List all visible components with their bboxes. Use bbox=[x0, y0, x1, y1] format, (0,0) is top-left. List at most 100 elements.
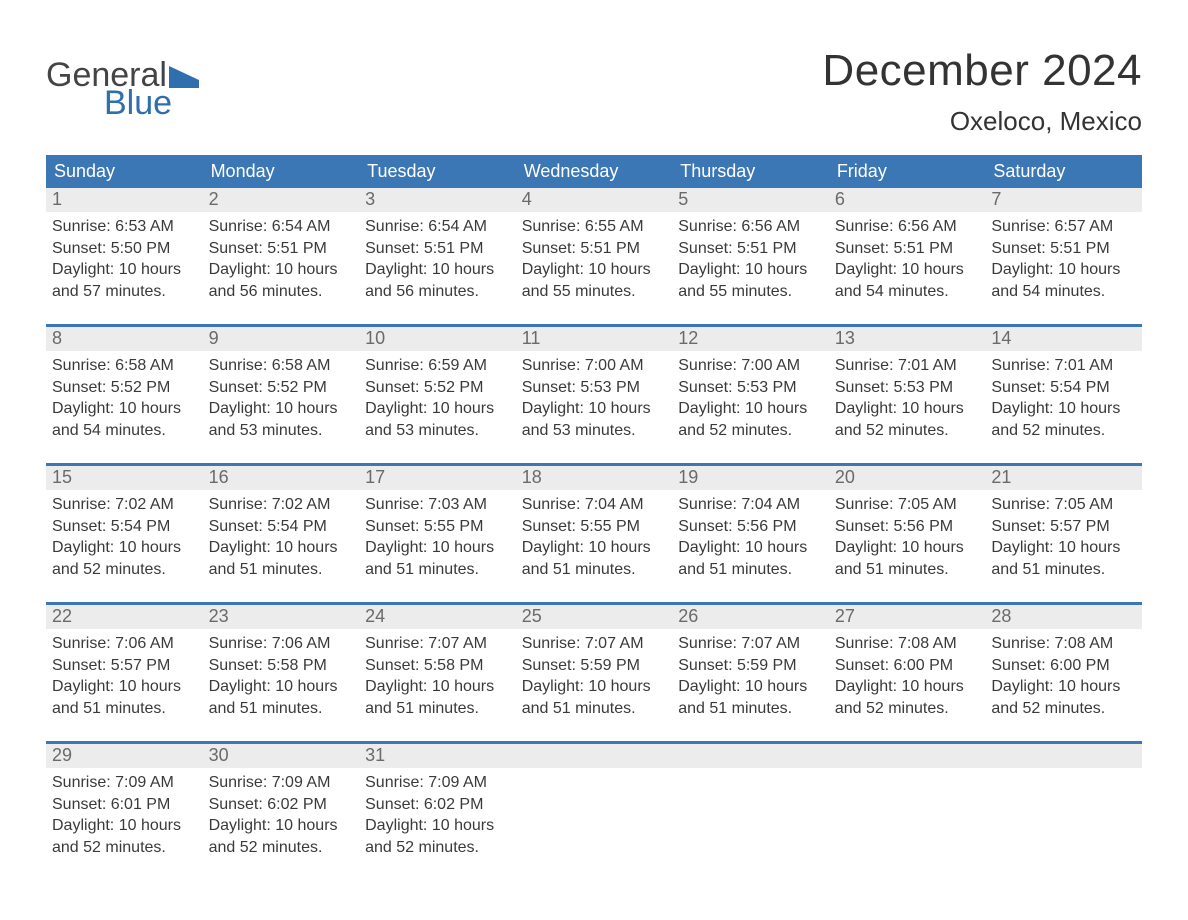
daylight-text-line1: Daylight: 10 hours bbox=[52, 815, 197, 837]
daylight-text-line1: Daylight: 10 hours bbox=[209, 676, 354, 698]
day-number-cell: 14 bbox=[985, 327, 1142, 351]
daylight-text-line2: and 52 minutes. bbox=[991, 698, 1136, 720]
sunrise-text: Sunrise: 6:59 AM bbox=[365, 355, 510, 377]
calendar-body: 1234567Sunrise: 6:53 AMSunset: 5:50 PMDa… bbox=[46, 188, 1142, 880]
day-content-cell bbox=[829, 768, 986, 880]
day-content-row: Sunrise: 6:53 AMSunset: 5:50 PMDaylight:… bbox=[46, 212, 1142, 324]
daylight-text-line1: Daylight: 10 hours bbox=[365, 537, 510, 559]
weekday-header: Tuesday bbox=[359, 155, 516, 188]
sunrise-text: Sunrise: 7:09 AM bbox=[209, 772, 354, 794]
day-number-cell: 15 bbox=[46, 466, 203, 490]
day-content-cell: Sunrise: 7:03 AMSunset: 5:55 PMDaylight:… bbox=[359, 490, 516, 602]
day-number-cell: 10 bbox=[359, 327, 516, 351]
weekday-header-row: Sunday Monday Tuesday Wednesday Thursday… bbox=[46, 155, 1142, 188]
day-number-cell: 25 bbox=[516, 605, 673, 629]
sunset-text: Sunset: 6:01 PM bbox=[52, 794, 197, 816]
daylight-text-line1: Daylight: 10 hours bbox=[209, 537, 354, 559]
day-number-cell: 20 bbox=[829, 466, 986, 490]
daylight-text-line1: Daylight: 10 hours bbox=[678, 398, 823, 420]
daylight-text-line1: Daylight: 10 hours bbox=[522, 398, 667, 420]
sunrise-text: Sunrise: 7:01 AM bbox=[835, 355, 980, 377]
daylight-text-line2: and 54 minutes. bbox=[991, 281, 1136, 303]
weekday-header: Saturday bbox=[985, 155, 1142, 188]
day-number-cell: 21 bbox=[985, 466, 1142, 490]
sunset-text: Sunset: 5:53 PM bbox=[522, 377, 667, 399]
day-number-row: 15161718192021 bbox=[46, 466, 1142, 490]
sunrise-text: Sunrise: 6:53 AM bbox=[52, 216, 197, 238]
daylight-text-line2: and 51 minutes. bbox=[678, 698, 823, 720]
daylight-text-line2: and 52 minutes. bbox=[209, 837, 354, 859]
day-content-cell: Sunrise: 7:07 AMSunset: 5:59 PMDaylight:… bbox=[516, 629, 673, 741]
daylight-text-line2: and 51 minutes. bbox=[52, 698, 197, 720]
day-content-cell: Sunrise: 7:08 AMSunset: 6:00 PMDaylight:… bbox=[985, 629, 1142, 741]
day-number-cell: 26 bbox=[672, 605, 829, 629]
day-content-cell: Sunrise: 7:07 AMSunset: 5:59 PMDaylight:… bbox=[672, 629, 829, 741]
sunset-text: Sunset: 6:02 PM bbox=[209, 794, 354, 816]
day-content-cell: Sunrise: 7:09 AMSunset: 6:01 PMDaylight:… bbox=[46, 768, 203, 880]
day-number-cell: 17 bbox=[359, 466, 516, 490]
sunset-text: Sunset: 5:51 PM bbox=[209, 238, 354, 260]
day-content-cell: Sunrise: 6:59 AMSunset: 5:52 PMDaylight:… bbox=[359, 351, 516, 463]
sunset-text: Sunset: 5:57 PM bbox=[991, 516, 1136, 538]
day-content-cell: Sunrise: 6:56 AMSunset: 5:51 PMDaylight:… bbox=[829, 212, 986, 324]
day-content-cell: Sunrise: 6:56 AMSunset: 5:51 PMDaylight:… bbox=[672, 212, 829, 324]
day-content-cell: Sunrise: 6:54 AMSunset: 5:51 PMDaylight:… bbox=[203, 212, 360, 324]
day-number-cell: 29 bbox=[46, 744, 203, 768]
daylight-text-line2: and 52 minutes. bbox=[991, 420, 1136, 442]
month-title: December 2024 bbox=[822, 46, 1142, 96]
daylight-text-line2: and 51 minutes. bbox=[991, 559, 1136, 581]
daylight-text-line2: and 57 minutes. bbox=[52, 281, 197, 303]
daylight-text-line1: Daylight: 10 hours bbox=[522, 676, 667, 698]
sunrise-text: Sunrise: 7:08 AM bbox=[991, 633, 1136, 655]
sunset-text: Sunset: 5:50 PM bbox=[52, 238, 197, 260]
day-content-row: Sunrise: 7:09 AMSunset: 6:01 PMDaylight:… bbox=[46, 768, 1142, 880]
day-content-cell: Sunrise: 7:09 AMSunset: 6:02 PMDaylight:… bbox=[359, 768, 516, 880]
day-content-cell: Sunrise: 7:04 AMSunset: 5:55 PMDaylight:… bbox=[516, 490, 673, 602]
daylight-text-line1: Daylight: 10 hours bbox=[365, 815, 510, 837]
daylight-text-line2: and 54 minutes. bbox=[835, 281, 980, 303]
sunrise-text: Sunrise: 7:07 AM bbox=[678, 633, 823, 655]
daylight-text-line1: Daylight: 10 hours bbox=[991, 398, 1136, 420]
weekday-header: Friday bbox=[829, 155, 986, 188]
sunset-text: Sunset: 5:54 PM bbox=[991, 377, 1136, 399]
day-number-cell: 11 bbox=[516, 327, 673, 351]
daylight-text-line2: and 52 minutes. bbox=[365, 837, 510, 859]
day-number-cell bbox=[829, 744, 986, 768]
day-content-cell bbox=[985, 768, 1142, 880]
sunset-text: Sunset: 5:51 PM bbox=[522, 238, 667, 260]
sunrise-text: Sunrise: 7:05 AM bbox=[835, 494, 980, 516]
sunrise-text: Sunrise: 7:06 AM bbox=[52, 633, 197, 655]
day-number-cell: 2 bbox=[203, 188, 360, 212]
day-content-cell: Sunrise: 6:54 AMSunset: 5:51 PMDaylight:… bbox=[359, 212, 516, 324]
daylight-text-line1: Daylight: 10 hours bbox=[209, 815, 354, 837]
day-content-cell: Sunrise: 7:01 AMSunset: 5:54 PMDaylight:… bbox=[985, 351, 1142, 463]
day-content-cell: Sunrise: 7:05 AMSunset: 5:57 PMDaylight:… bbox=[985, 490, 1142, 602]
day-content-cell: Sunrise: 6:58 AMSunset: 5:52 PMDaylight:… bbox=[203, 351, 360, 463]
day-content-cell bbox=[672, 768, 829, 880]
daylight-text-line2: and 51 minutes. bbox=[209, 698, 354, 720]
daylight-text-line1: Daylight: 10 hours bbox=[52, 537, 197, 559]
day-number-cell bbox=[516, 744, 673, 768]
daylight-text-line1: Daylight: 10 hours bbox=[522, 537, 667, 559]
sunset-text: Sunset: 5:58 PM bbox=[365, 655, 510, 677]
sunset-text: Sunset: 5:54 PM bbox=[52, 516, 197, 538]
day-content-cell: Sunrise: 7:00 AMSunset: 5:53 PMDaylight:… bbox=[516, 351, 673, 463]
day-number-row: 293031 bbox=[46, 744, 1142, 768]
sunset-text: Sunset: 5:56 PM bbox=[678, 516, 823, 538]
sunrise-text: Sunrise: 7:01 AM bbox=[991, 355, 1136, 377]
day-content-cell: Sunrise: 7:02 AMSunset: 5:54 PMDaylight:… bbox=[203, 490, 360, 602]
title-block: December 2024 Oxeloco, Mexico bbox=[822, 40, 1142, 137]
sunrise-text: Sunrise: 7:02 AM bbox=[52, 494, 197, 516]
sunrise-text: Sunrise: 7:03 AM bbox=[365, 494, 510, 516]
day-number-cell: 23 bbox=[203, 605, 360, 629]
daylight-text-line2: and 53 minutes. bbox=[522, 420, 667, 442]
sunset-text: Sunset: 6:00 PM bbox=[835, 655, 980, 677]
daylight-text-line1: Daylight: 10 hours bbox=[365, 676, 510, 698]
daylight-text-line2: and 53 minutes. bbox=[365, 420, 510, 442]
sunrise-text: Sunrise: 6:58 AM bbox=[52, 355, 197, 377]
sunset-text: Sunset: 5:56 PM bbox=[835, 516, 980, 538]
flag-icon bbox=[169, 66, 199, 88]
day-number-row: 1234567 bbox=[46, 188, 1142, 212]
daylight-text-line2: and 55 minutes. bbox=[678, 281, 823, 303]
daylight-text-line1: Daylight: 10 hours bbox=[52, 398, 197, 420]
